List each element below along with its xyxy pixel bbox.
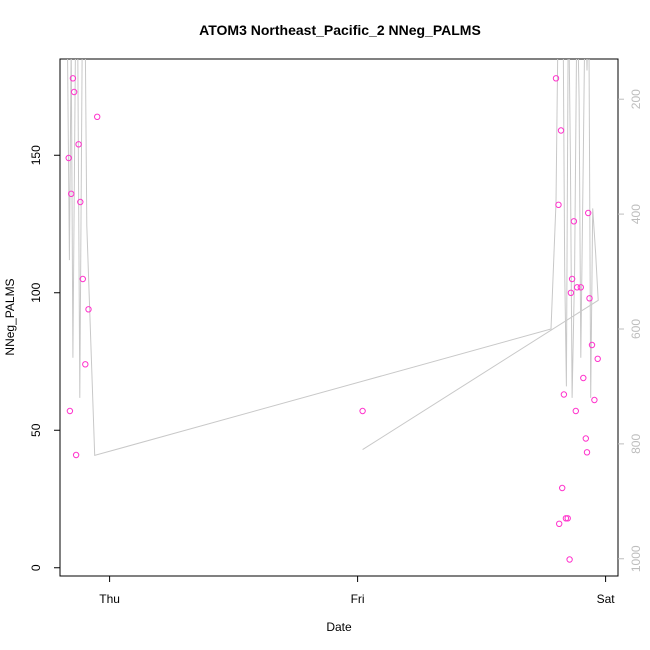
x-tick-label: Thu [99,592,120,606]
data-point [77,198,84,206]
y2-tick-label: 1000 [629,545,643,572]
data-point [585,209,592,217]
data-point [75,141,82,148]
data-point [570,218,578,225]
y2-tick-label: 200 [629,89,643,109]
y-tick-label: 100 [29,282,43,302]
data-point [588,341,596,349]
data-point [582,435,589,442]
y-tick-label: 0 [29,564,43,571]
data-point [566,556,573,563]
x-tick-label: Fri [351,592,365,606]
data-point [573,284,581,291]
data-point [583,449,591,456]
y2-tick-label: 400 [629,204,643,224]
points-layer [65,75,601,563]
data-point [594,355,601,362]
y-tick-label: 150 [29,145,43,165]
data-point [557,127,565,134]
chart-title: ATOM3 Northeast_Pacific_2 NNeg_PALMS [199,22,481,38]
data-point [66,407,74,415]
data-point [65,154,72,162]
data-point [552,75,560,82]
line-layer [67,59,599,457]
data-point [580,374,587,382]
data-point [94,113,101,121]
data-point [68,190,75,198]
data-point [559,484,566,492]
data-point [556,520,563,527]
data-point [577,284,584,291]
data-point [562,515,570,522]
data-point [568,275,576,283]
plot-frame [59,58,619,577]
data-point [586,295,593,302]
x-axis: Thu Fri Sat [99,576,615,606]
data-point [572,407,579,415]
y2-tick-label: 800 [629,434,643,454]
x-tick-label: Sat [597,592,616,606]
data-point [591,396,598,404]
y-tick-label: 50 [29,423,43,437]
data-point [564,515,571,522]
data-point [567,289,575,296]
y2-axis: 200 400 600 800 1000 [618,89,643,572]
data-point [560,391,568,398]
data-point [72,451,80,459]
data-point [69,75,77,82]
data-point [79,275,87,283]
series-line [67,59,599,457]
y2-tick-label: 600 [629,319,643,339]
data-point [70,88,78,96]
data-point [85,306,92,313]
y-axis: 0 50 100 150 [29,145,60,571]
x-axis-label: Date [326,620,352,634]
data-point [359,407,366,415]
y-axis-label: NNeg_PALMS [3,278,17,355]
data-point [555,201,562,209]
data-point [82,361,89,368]
